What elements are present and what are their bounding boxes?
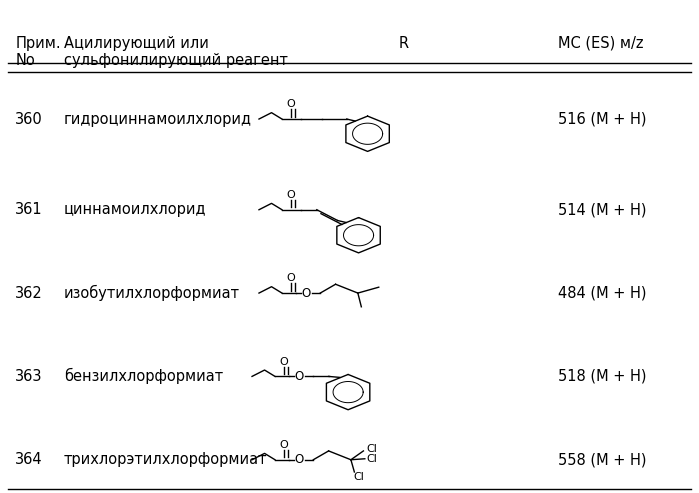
Text: трихлорэтилхлорформиат: трихлорэтилхлорформиат (64, 452, 268, 467)
Text: 360: 360 (15, 111, 43, 127)
Text: Cl: Cl (366, 444, 377, 454)
Text: 516 (M + H): 516 (M + H) (559, 111, 647, 127)
Text: изобутилхлорформиат: изобутилхлорформиат (64, 285, 240, 301)
Text: O: O (280, 440, 289, 450)
Text: 361: 361 (15, 202, 43, 217)
Text: циннамоилхлорид: циннамоилхлорид (64, 202, 206, 217)
Text: МС (ES) м/z: МС (ES) м/z (559, 35, 644, 51)
Text: 363: 363 (15, 369, 43, 384)
Text: O: O (302, 286, 311, 300)
Text: O: O (295, 370, 304, 383)
Text: Cl: Cl (366, 454, 377, 464)
Text: O: O (280, 357, 289, 367)
Text: O: O (287, 273, 296, 283)
Text: 364: 364 (15, 452, 43, 467)
Text: бензилхлорформиат: бензилхлорформиат (64, 368, 223, 385)
Text: Cl: Cl (353, 472, 364, 482)
Text: O: O (287, 190, 296, 200)
Text: 362: 362 (15, 285, 43, 301)
Text: Прим.
No: Прим. No (15, 35, 61, 68)
Text: 514 (M + H): 514 (M + H) (559, 202, 647, 217)
Text: 484 (M + H): 484 (M + H) (559, 285, 647, 301)
Text: Ацилирующий или
сульфонилирующий реагент: Ацилирующий или сульфонилирующий реагент (64, 35, 288, 68)
Text: 518 (M + H): 518 (M + H) (559, 369, 647, 384)
Text: гидроциннамоилхлорид: гидроциннамоилхлорид (64, 111, 252, 127)
Text: O: O (295, 453, 304, 466)
Text: O: O (287, 99, 296, 109)
Text: 558 (M + H): 558 (M + H) (559, 452, 647, 467)
Text: R: R (398, 35, 408, 51)
